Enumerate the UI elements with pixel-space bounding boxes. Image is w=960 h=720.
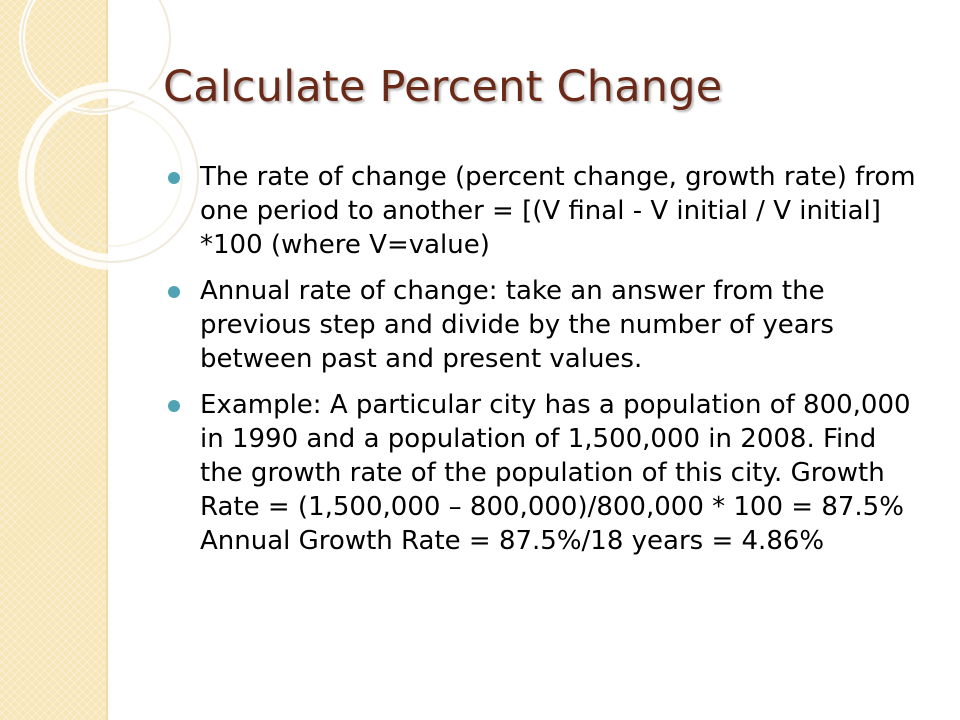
bullet-item-rate-of-change: The rate of change (percent change, grow…: [163, 160, 923, 262]
slide-title: Calculate Percent Change: [163, 62, 723, 112]
bullet-text: Annual rate of change: take an answer fr…: [200, 276, 834, 374]
bullet-dot-icon: [168, 286, 180, 298]
bullet-dot-icon: [168, 172, 180, 184]
bullet-list: The rate of change (percent change, grow…: [163, 160, 923, 570]
bullet-item-annual-rate: Annual rate of change: take an answer fr…: [163, 274, 923, 376]
bullet-item-example: Example: A particular city has a populat…: [163, 388, 923, 558]
bullet-text: Example: A particular city has a populat…: [200, 390, 911, 556]
bullet-dot-icon: [168, 400, 180, 412]
side-band-edge: [106, 0, 108, 720]
bullet-text: The rate of change (percent change, grow…: [200, 162, 916, 260]
decorative-circles: [18, 0, 200, 270]
